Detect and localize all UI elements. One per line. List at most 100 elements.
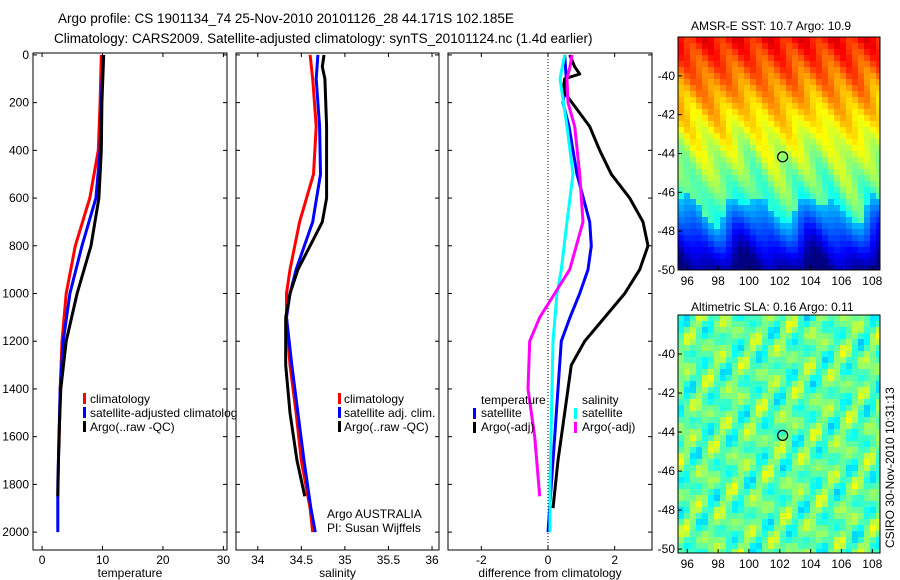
map-cell	[852, 157, 859, 164]
map-cell	[720, 369, 727, 376]
map-cell	[738, 441, 745, 448]
map-cell	[840, 259, 847, 266]
map-cell	[702, 181, 709, 188]
map-cell	[786, 193, 793, 200]
map-cell	[816, 205, 823, 212]
map-cell	[792, 339, 799, 346]
map-cell	[690, 55, 697, 62]
map-cell	[678, 133, 685, 140]
map-cell	[696, 375, 703, 382]
map-cell	[780, 459, 787, 466]
map-cell	[876, 345, 881, 352]
map-cell	[810, 265, 817, 271]
map-cell	[744, 327, 751, 334]
map-cell	[816, 37, 823, 44]
map-cell	[738, 133, 745, 140]
map-cell	[822, 115, 829, 122]
map-cell	[762, 417, 769, 424]
map-cell	[816, 423, 823, 430]
map-cell	[708, 217, 715, 224]
map-cell	[708, 531, 715, 538]
map-cell	[876, 157, 881, 164]
map-cell	[702, 157, 709, 164]
map-cell	[762, 193, 769, 200]
map-cell	[684, 205, 691, 212]
map-cell	[768, 369, 775, 376]
map-cell	[756, 417, 763, 424]
map-cell	[828, 489, 835, 496]
map-cell	[822, 315, 829, 322]
map-cell	[792, 357, 799, 364]
map-cell	[816, 229, 823, 236]
map-cell	[858, 163, 865, 170]
map-cell	[876, 121, 881, 128]
map-cell	[750, 435, 757, 442]
map-cell	[738, 109, 745, 116]
map-cell	[816, 333, 823, 340]
map-cell	[858, 339, 865, 346]
map-cell	[798, 259, 805, 266]
map-cell	[774, 405, 781, 412]
map-cell	[708, 429, 715, 436]
map-cell	[678, 61, 685, 68]
map-cell	[696, 513, 703, 520]
map-cell	[810, 67, 817, 74]
x-tick-label: 0	[39, 553, 46, 567]
map-cell	[708, 327, 715, 334]
map-cell	[726, 103, 733, 110]
map-cell	[846, 139, 853, 146]
map-cell	[696, 253, 703, 260]
map-cell	[864, 205, 871, 212]
map-cell	[834, 187, 841, 194]
map-cell	[798, 133, 805, 140]
map-cell	[768, 145, 775, 152]
map-cell	[828, 247, 835, 254]
map-cell	[804, 363, 811, 370]
legend-label: satellite adj. clim.	[344, 406, 435, 420]
map-cell	[816, 405, 823, 412]
map-cell	[816, 43, 823, 50]
map-cell	[756, 127, 763, 134]
map-cell	[840, 265, 847, 271]
y-tick-label: 600	[9, 191, 29, 205]
map-cell	[786, 139, 793, 146]
map-cell	[804, 133, 811, 140]
map-cell	[678, 241, 685, 248]
map-cell	[720, 205, 727, 212]
map-cell	[834, 193, 841, 200]
map-cell	[708, 55, 715, 62]
map-cell	[804, 387, 811, 394]
map-cell	[804, 175, 811, 182]
map-cell	[750, 363, 757, 370]
map-cell	[852, 61, 859, 68]
map-cell	[768, 247, 775, 254]
map-cell	[828, 265, 835, 271]
legend-swatch-sal-satellite	[574, 408, 577, 419]
map-cell	[810, 405, 817, 412]
map-cell	[840, 477, 847, 484]
map-cell	[696, 55, 703, 62]
map-cell	[810, 91, 817, 98]
map-cell	[750, 369, 757, 376]
map-cell	[858, 549, 865, 554]
map-cell	[750, 151, 757, 158]
map-cell	[714, 253, 721, 260]
map-cell	[792, 223, 799, 230]
map-cell	[834, 471, 841, 478]
map-cell	[810, 483, 817, 490]
map-cell	[864, 133, 871, 140]
map-cell	[762, 429, 769, 436]
map-cell	[696, 471, 703, 478]
map-cell	[780, 229, 787, 236]
map-cell	[726, 507, 733, 514]
map-cell	[726, 247, 733, 254]
map-cell	[822, 393, 829, 400]
map-cell	[708, 495, 715, 502]
map-cell	[756, 543, 763, 550]
map-cell	[804, 43, 811, 50]
map-cell	[858, 375, 865, 382]
map-cell	[684, 85, 691, 92]
map-cell	[810, 115, 817, 122]
map-cell	[708, 435, 715, 442]
